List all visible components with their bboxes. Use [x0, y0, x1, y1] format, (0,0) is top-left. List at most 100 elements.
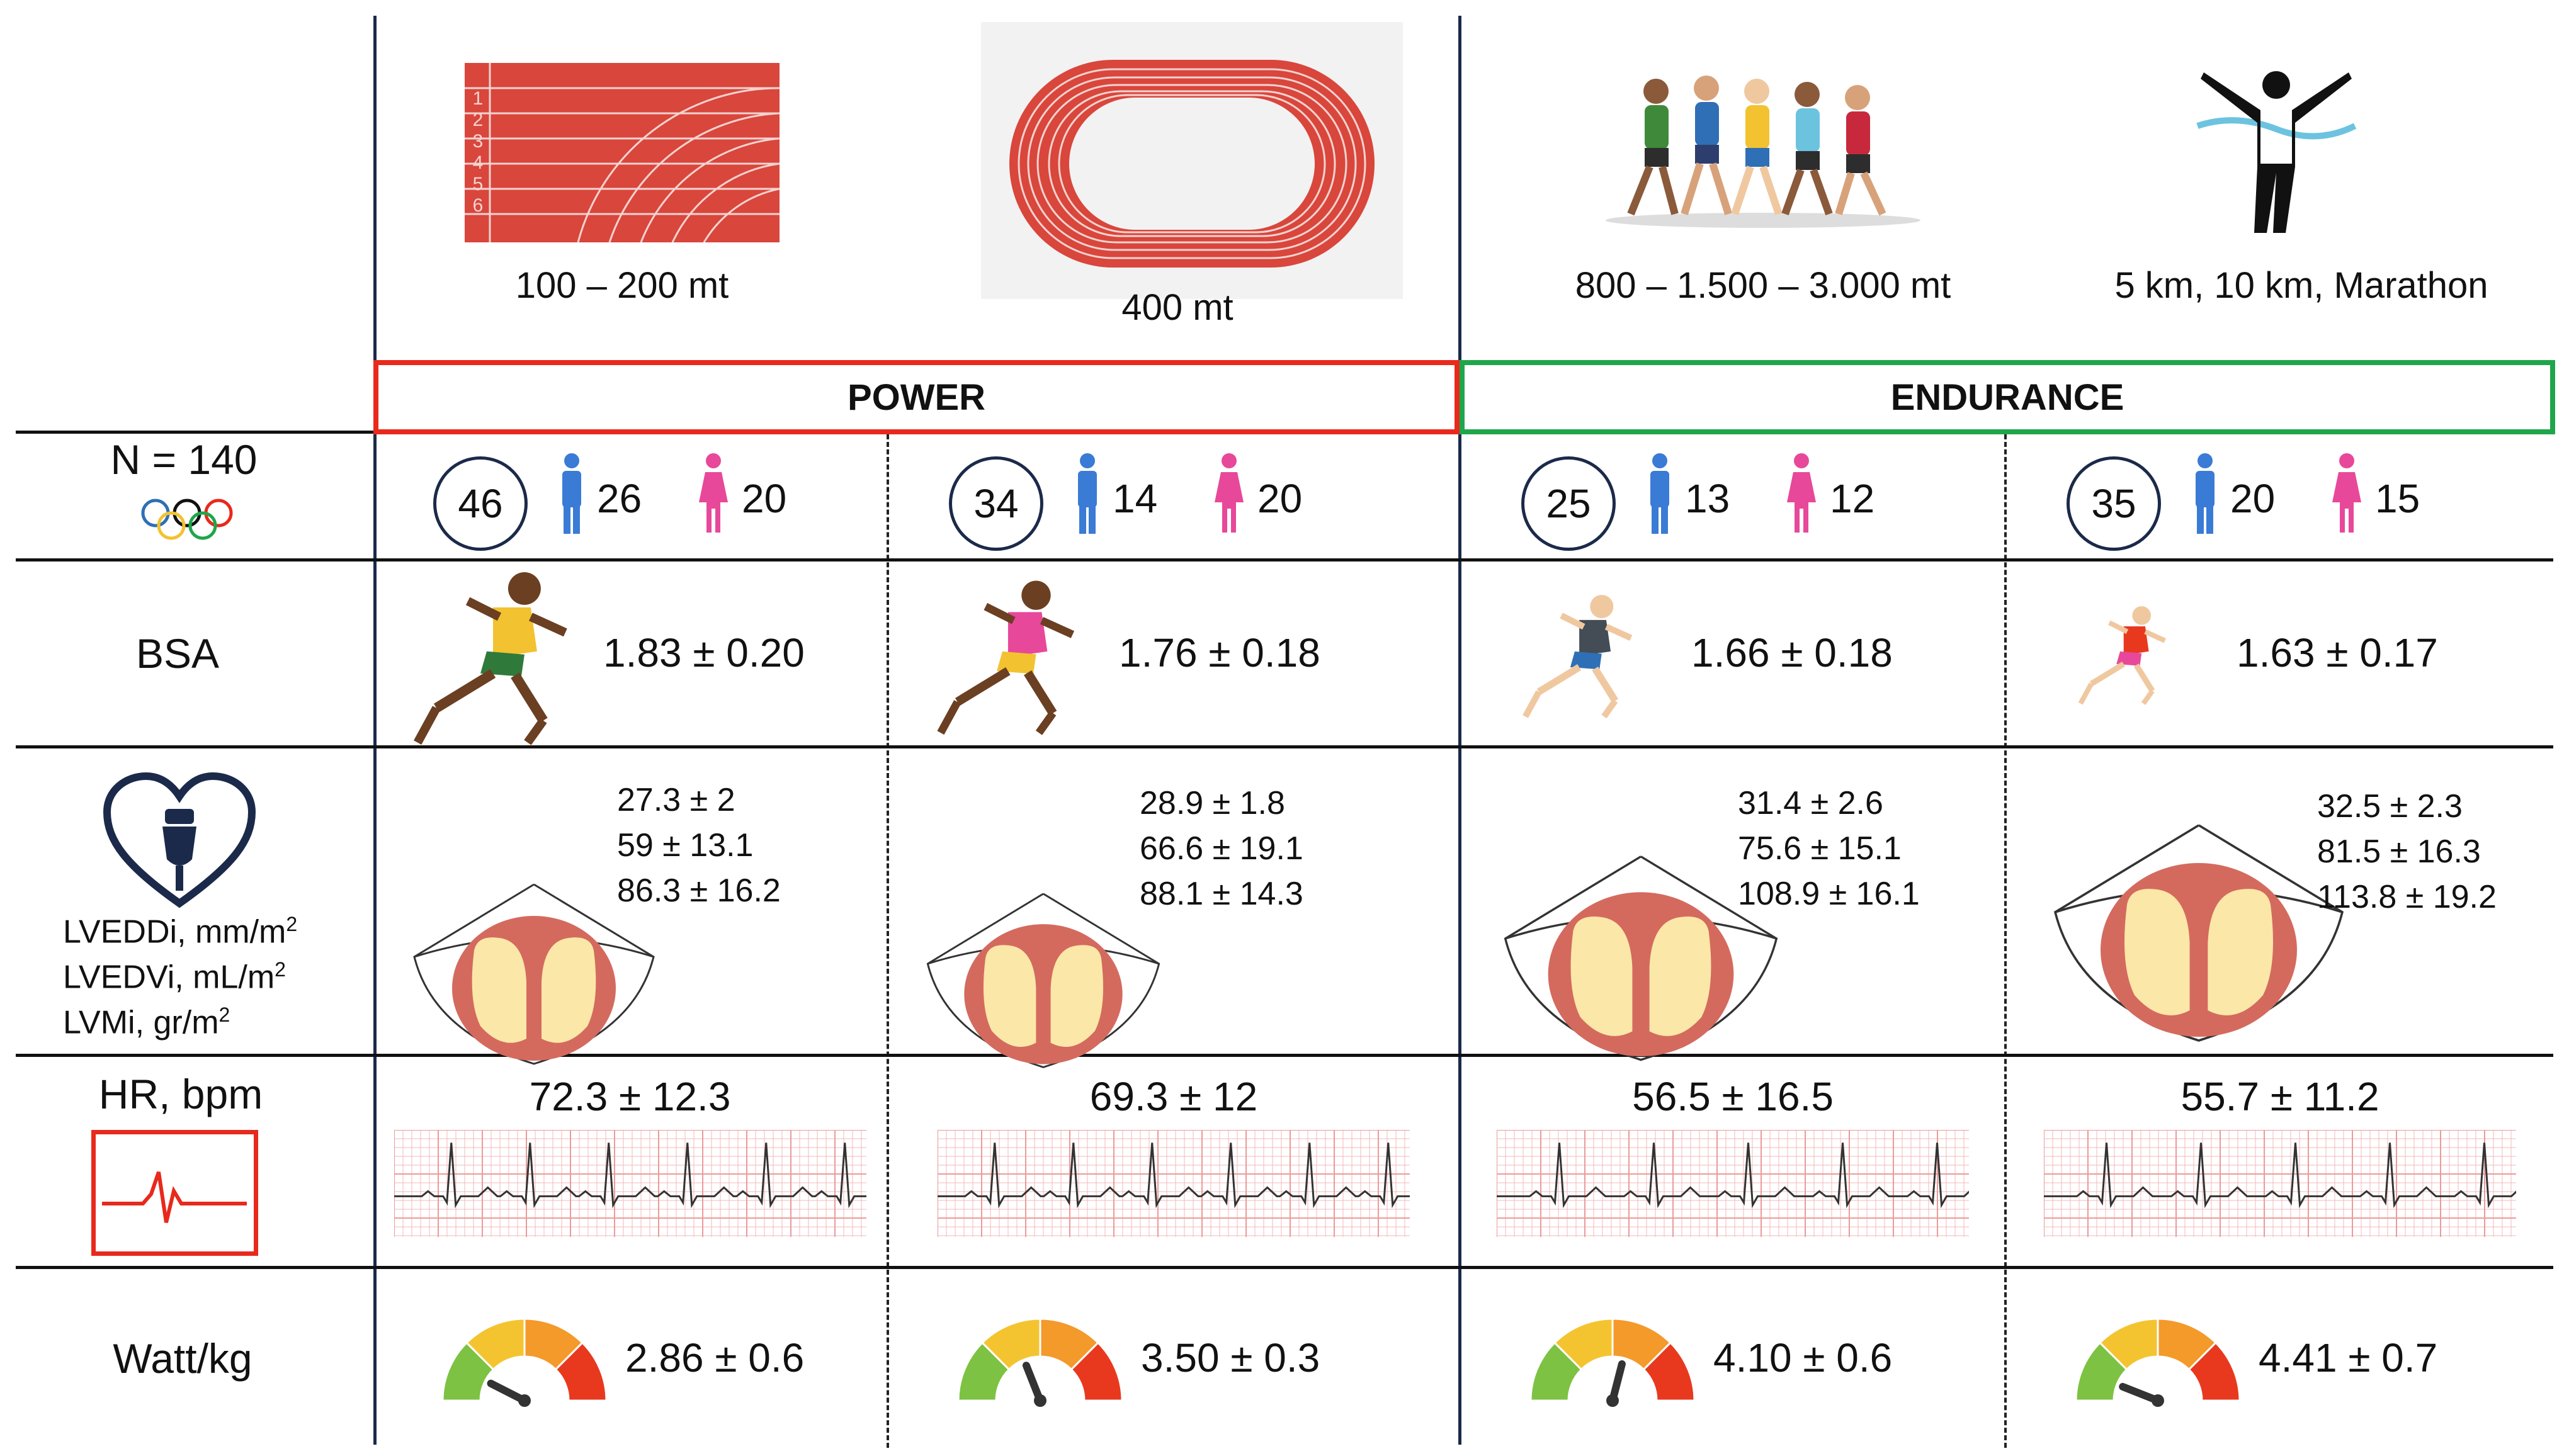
heart-echo-image: [2035, 821, 2362, 1051]
female-count: 15: [2375, 476, 2420, 521]
power-gauge: [2070, 1312, 2246, 1410]
lane-label: 6: [472, 195, 484, 216]
echo-lveddi-value: 31.4 ± 2.6: [1738, 785, 1883, 821]
lane-label: 4: [472, 152, 484, 173]
power-label: POWER: [847, 376, 986, 418]
heart-echo-icon: [101, 771, 258, 910]
echo-lvedvi-value: 59 ± 13.1: [617, 827, 754, 864]
group-count: 35: [2091, 481, 2136, 526]
athlete-icon: [399, 563, 575, 752]
hr-value: 72.3 ± 12.3: [529, 1074, 731, 1119]
echo-unit-sup-3: 2: [218, 1003, 230, 1026]
bsa-value: 1.63 ± 0.17: [2237, 630, 2438, 675]
group-count-badge: 34: [949, 456, 1043, 551]
echo-lveddi-value: 28.9 ± 1.8: [1140, 785, 1285, 821]
male-icon: [2189, 452, 2221, 538]
heart-echo-image: [1490, 853, 1792, 1070]
echo-lveddi-value: 27.3 ± 2: [617, 782, 735, 818]
bsa-value: 1.83 ± 0.20: [603, 630, 805, 675]
left-column-divider: [373, 16, 377, 1445]
power-gauge: [1524, 1312, 1701, 1410]
ecg-monitor-icon: [91, 1130, 258, 1256]
endurance-subdivider: [2004, 434, 2007, 1448]
group-count-badge: 25: [1521, 456, 1616, 551]
echo-lveddi-value: 32.5 ± 2.3: [2317, 788, 2463, 825]
male-count: 14: [1113, 476, 1158, 521]
watt-value: 3.50 ± 0.3: [1141, 1335, 1320, 1380]
ecg-strip: [2043, 1129, 2533, 1240]
group-count: 34: [973, 481, 1019, 526]
athlete-icon: [924, 573, 1081, 742]
row-divider-5: [16, 1266, 2553, 1269]
echo-lvedvi-value: 66.6 ± 19.1: [1140, 830, 1303, 867]
row-divider-4: [16, 1054, 2553, 1057]
oval-track-icon: [981, 22, 1403, 299]
bsa-value: 1.76 ± 0.18: [1119, 630, 1320, 675]
distance-label-2: 400 mt: [1121, 287, 1233, 328]
male-count: 13: [1685, 476, 1730, 521]
male-icon: [556, 452, 587, 538]
echo-lvmi-value: 88.1 ± 14.3: [1140, 876, 1303, 912]
female-count: 12: [1830, 476, 1875, 521]
echo-lvedvi-value: 81.5 ± 16.3: [2317, 833, 2481, 870]
group-count-badge: 35: [2067, 456, 2161, 551]
echo-values: 32.5 ± 2.3 81.5 ± 16.3 113.8 ± 19.2: [2317, 784, 2497, 920]
bsa-label: BSA: [135, 630, 220, 677]
power-subdivider: [887, 434, 889, 1448]
ecg-strip: [937, 1129, 1437, 1240]
echo-units-labels: LVEDDi, mm/m2 LVEDVi, mL/m2 LVMi, gr/m2: [63, 913, 297, 1049]
hr-value: 55.7 ± 11.2: [2181, 1074, 2379, 1119]
athlete-icon: [1512, 589, 1638, 723]
echo-values: 28.9 ± 1.8 66.6 ± 19.1 88.1 ± 14.3: [1140, 781, 1303, 917]
hr-value: 69.3 ± 12: [1089, 1074, 1258, 1119]
runners-group-icon: [1599, 66, 1927, 230]
echo-unit-lveddi: LVEDDi, mm/m: [63, 913, 286, 951]
distance-label-1: 100 – 200 mt: [515, 265, 729, 306]
heart-echo-image: [402, 881, 666, 1073]
n-total-label: N = 140: [110, 436, 258, 483]
finish-runner-icon: [2191, 63, 2361, 239]
echo-unit-lvmi: LVMi, gr/m: [63, 1004, 219, 1041]
center-column-divider: [1458, 16, 1461, 1445]
watt-value: 4.10 ± 0.6: [1713, 1335, 1893, 1380]
row-divider-3: [16, 745, 2553, 748]
power-gauge: [952, 1312, 1128, 1410]
watt-label: Watt/kg: [113, 1335, 252, 1382]
echo-values: 31.4 ± 2.6 75.6 ± 15.1 108.9 ± 16.1: [1738, 781, 1920, 917]
hr-value: 56.5 ± 16.5: [1632, 1074, 1834, 1119]
row-divider-1: [16, 431, 373, 434]
hr-label: HR, bpm: [98, 1071, 263, 1117]
distance-label-3: 800 – 1.500 – 3.000 mt: [1575, 265, 1951, 306]
ecg-strip: [393, 1129, 893, 1240]
male-icon: [1644, 452, 1676, 538]
endurance-section-header: ENDURANCE: [1460, 360, 2555, 434]
endurance-label: ENDURANCE: [1890, 376, 2124, 418]
lane-label: 1: [472, 88, 484, 109]
echo-lvmi-value: 86.3 ± 16.2: [617, 872, 781, 909]
power-section-header: POWER: [373, 360, 1460, 434]
watt-value: 2.86 ± 0.6: [625, 1335, 805, 1380]
athlete-icon: [2070, 601, 2170, 709]
echo-values: 27.3 ± 2 59 ± 13.1 86.3 ± 16.2: [617, 777, 781, 913]
female-icon: [1786, 452, 1817, 538]
lane-label: 2: [472, 110, 484, 130]
olympic-rings-icon: [140, 497, 234, 541]
male-icon: [1072, 452, 1103, 538]
echo-lvmi-value: 108.9 ± 16.1: [1738, 876, 1920, 912]
female-count: 20: [742, 476, 787, 521]
watt-value: 4.41 ± 0.7: [2259, 1335, 2438, 1380]
echo-unit-lvedvi: LVEDVi, mL/m: [63, 959, 275, 996]
row-divider-2: [16, 558, 2553, 562]
group-count: 25: [1546, 481, 1591, 526]
female-icon: [2331, 452, 2362, 538]
male-count: 26: [597, 476, 642, 521]
group-count-badge: 46: [433, 456, 528, 551]
echo-unit-sup-1: 2: [286, 913, 298, 935]
ecg-strip: [1496, 1129, 1986, 1240]
echo-lvedvi-value: 75.6 ± 15.1: [1738, 830, 1902, 867]
male-count: 20: [2230, 476, 2276, 521]
female-icon: [698, 452, 729, 538]
female-icon: [1213, 452, 1245, 538]
distance-label-4: 5 km, 10 km, Marathon: [2114, 265, 2488, 306]
